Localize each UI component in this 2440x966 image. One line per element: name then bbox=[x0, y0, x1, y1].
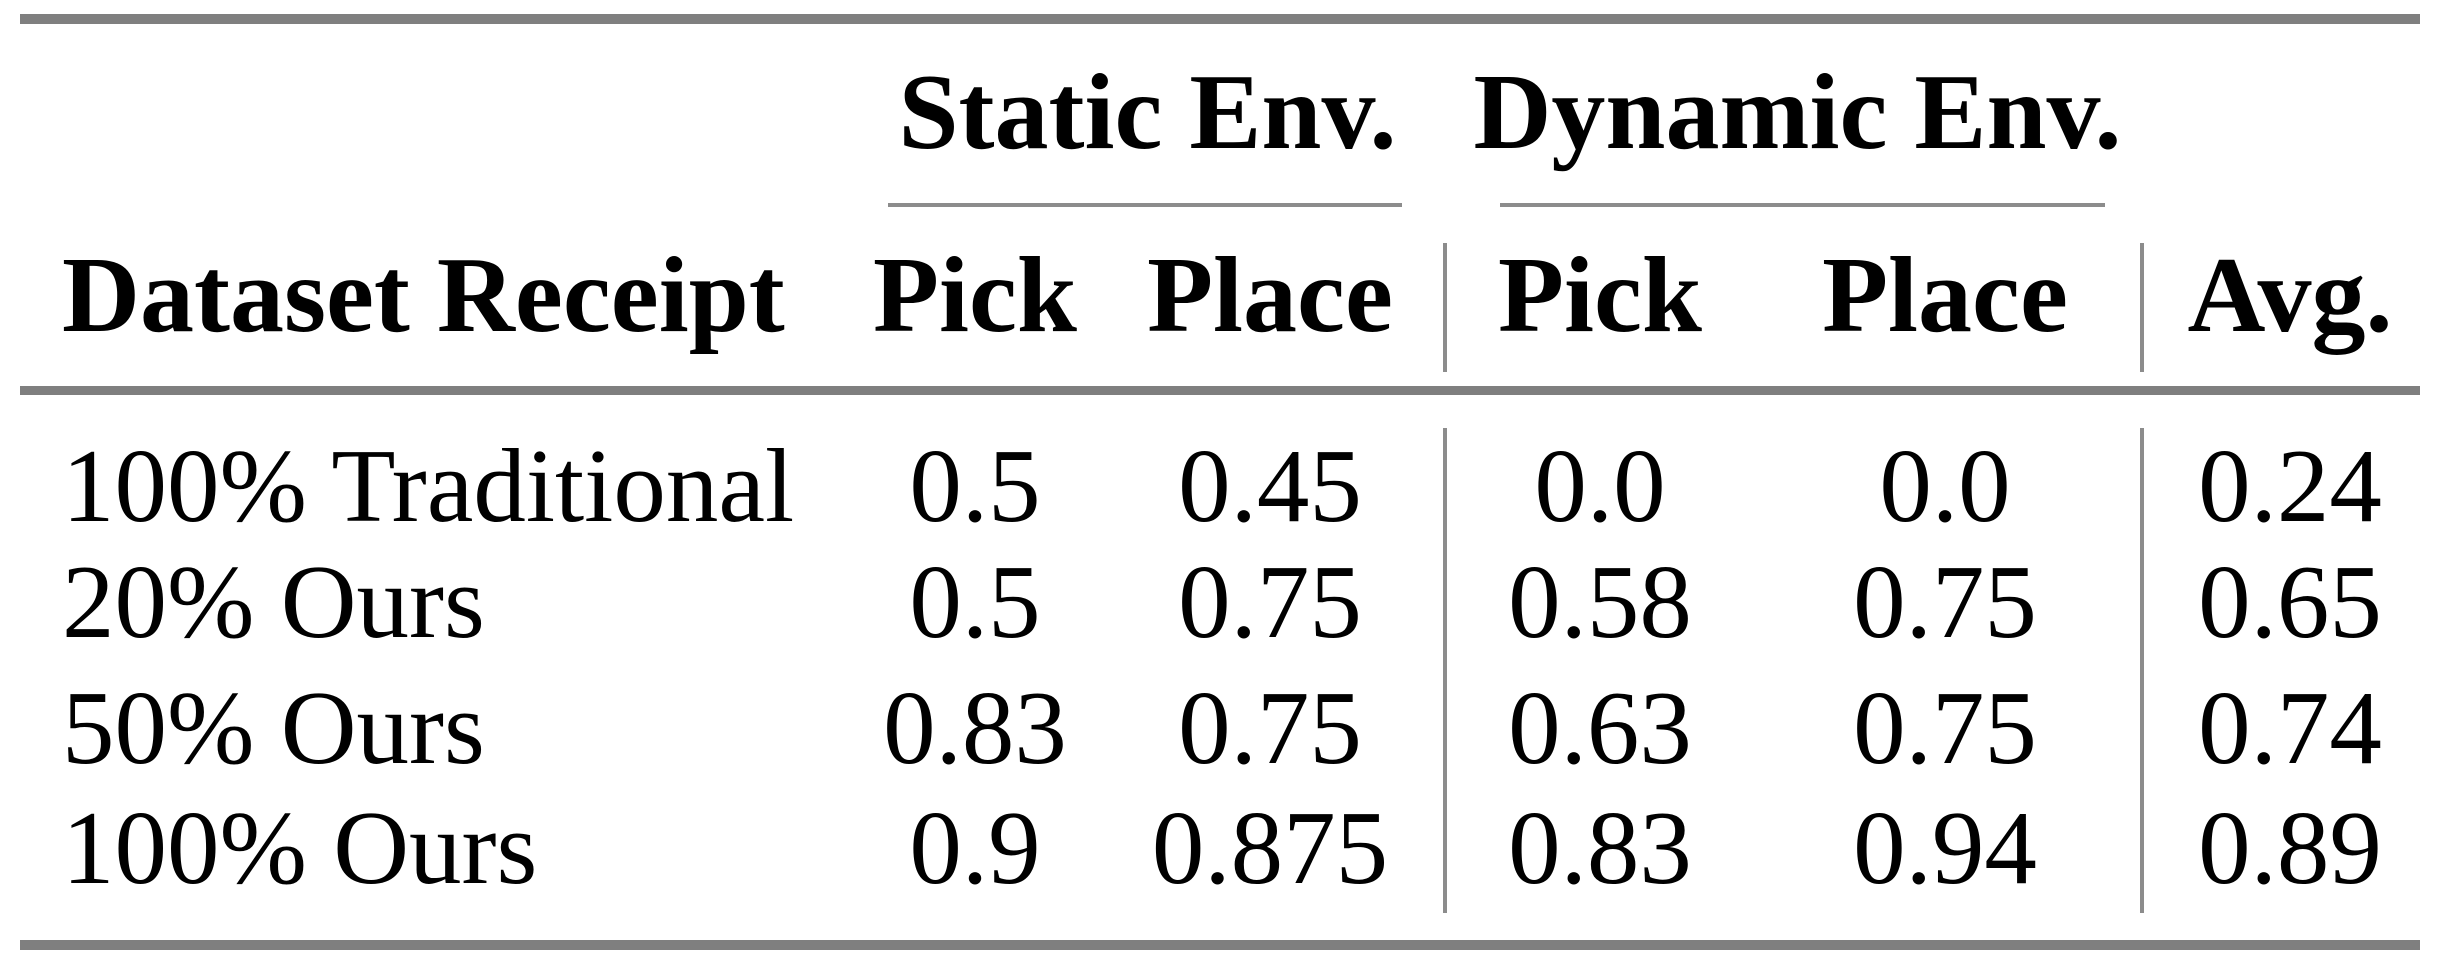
cell-static-place: 0.875 bbox=[1151, 789, 1389, 906]
header-static-place: Place bbox=[1147, 236, 1393, 355]
bottom-rule bbox=[20, 940, 2420, 950]
cell-static-pick: 0.5 bbox=[909, 427, 1041, 544]
row-label: 100% Traditional bbox=[62, 427, 795, 544]
cell-dynamic-place: 0.75 bbox=[1853, 543, 2037, 660]
vertical-separator-1-body bbox=[1443, 428, 1447, 913]
row-label: 100% Ours bbox=[62, 789, 538, 906]
group-header-static-env: Static Env. bbox=[898, 53, 1397, 172]
header-dynamic-place: Place bbox=[1822, 236, 2068, 355]
header-static-pick: Pick bbox=[873, 236, 1077, 355]
header-dynamic-pick: Pick bbox=[1498, 236, 1702, 355]
cell-dynamic-pick: 0.58 bbox=[1508, 543, 1692, 660]
header-avg: Avg. bbox=[2187, 236, 2393, 355]
header-midrule bbox=[20, 386, 2420, 395]
cell-dynamic-place: 0.75 bbox=[1853, 669, 2037, 786]
cell-static-pick: 0.83 bbox=[883, 669, 1067, 786]
cell-static-place: 0.75 bbox=[1178, 669, 1362, 786]
cell-static-place: 0.75 bbox=[1178, 543, 1362, 660]
cell-dynamic-pick: 0.63 bbox=[1508, 669, 1692, 786]
vertical-separator-2-body bbox=[2140, 428, 2144, 913]
vertical-separator-1-header bbox=[1443, 243, 1447, 372]
row-label: 50% Ours bbox=[62, 669, 485, 786]
cell-dynamic-pick: 0.83 bbox=[1508, 789, 1692, 906]
cell-avg: 0.24 bbox=[2198, 427, 2382, 544]
cell-dynamic-place: 0.0 bbox=[1879, 427, 2011, 544]
cell-dynamic-place: 0.94 bbox=[1853, 789, 2037, 906]
cell-static-place: 0.45 bbox=[1178, 427, 1362, 544]
cell-static-pick: 0.5 bbox=[909, 543, 1041, 660]
dynamic-group-underline bbox=[1500, 203, 2105, 207]
cell-dynamic-pick: 0.0 bbox=[1534, 427, 1666, 544]
cell-avg: 0.89 bbox=[2198, 789, 2382, 906]
row-label: 20% Ours bbox=[62, 543, 485, 660]
vertical-separator-2-header bbox=[2140, 243, 2144, 372]
cell-avg: 0.65 bbox=[2198, 543, 2382, 660]
group-header-dynamic-env: Dynamic Env. bbox=[1473, 53, 2122, 172]
top-rule bbox=[20, 14, 2420, 24]
header-dataset-receipt: Dataset Receipt bbox=[62, 236, 785, 355]
static-group-underline bbox=[888, 203, 1402, 207]
cell-avg: 0.74 bbox=[2198, 669, 2382, 786]
cell-static-pick: 0.9 bbox=[909, 789, 1041, 906]
